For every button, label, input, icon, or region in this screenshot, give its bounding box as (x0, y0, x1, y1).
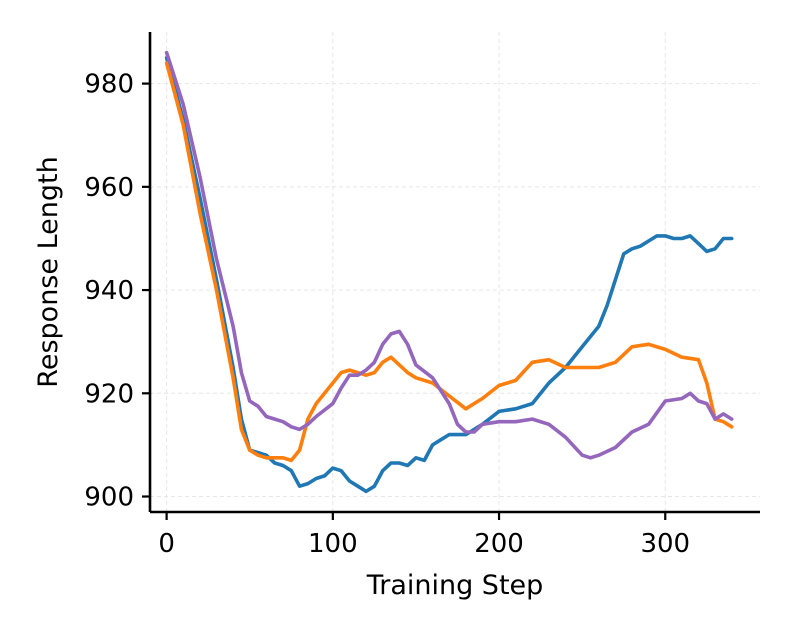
x-tick-label: 100 (308, 529, 358, 559)
y-tick-label: 920 (84, 379, 134, 409)
tick-labels: 0 100 200 300 900 920 940 960 980 (84, 70, 690, 559)
y-tick-label: 900 (84, 483, 134, 513)
x-axis-label: Training Step (366, 570, 544, 601)
grid (150, 32, 760, 512)
series-line-1 (164, 55, 734, 494)
axes (148, 32, 760, 514)
x-tick-label: 300 (640, 529, 690, 559)
series-line-3 (164, 50, 734, 460)
y-tick-label: 960 (84, 173, 134, 203)
series-lines (164, 50, 734, 494)
x-tick-label: 0 (158, 529, 175, 559)
y-axis-label: Response Length (33, 156, 64, 387)
y-tick-label: 980 (84, 70, 134, 100)
x-tick-label: 200 (474, 529, 524, 559)
y-tick-label: 940 (84, 276, 134, 306)
series-line-2 (164, 61, 734, 463)
